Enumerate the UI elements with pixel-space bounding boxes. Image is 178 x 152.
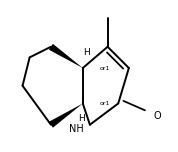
Text: O: O <box>154 111 161 121</box>
Polygon shape <box>49 44 83 68</box>
Polygon shape <box>49 104 83 128</box>
Text: NH: NH <box>69 124 84 134</box>
Text: or1: or1 <box>100 101 110 106</box>
Text: or1: or1 <box>100 66 110 71</box>
Text: H: H <box>78 114 84 123</box>
Text: H: H <box>83 48 90 57</box>
